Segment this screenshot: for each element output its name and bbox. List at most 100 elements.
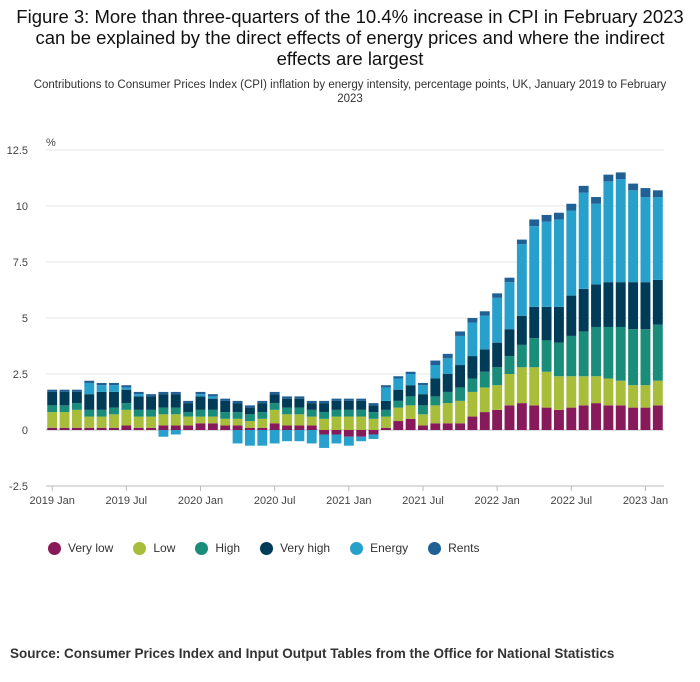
bar-segment-energy — [578, 192, 589, 289]
bar-segment-energy — [96, 385, 107, 392]
bar-segment-very-low — [430, 423, 441, 430]
bar-segment-energy — [380, 387, 391, 401]
bar-segment-low — [306, 416, 317, 426]
bar-segment-very-high — [331, 400, 342, 410]
bar-segment-very-high — [504, 329, 515, 357]
bar-segment-very-low — [269, 423, 280, 430]
bar-segment-rents — [516, 239, 527, 245]
legend-swatch — [350, 541, 364, 555]
bar-segment-very-low — [257, 427, 268, 430]
bar-segment-very-high — [170, 394, 181, 408]
bar-segment-very-high — [183, 403, 194, 413]
x-axis: 2019 Jan 2019 Jul 2020 Jan 2020 Jul 2021 Jan… — [30, 485, 668, 507]
bar-segment-high — [47, 405, 58, 413]
bar-segment-very-low — [578, 405, 589, 430]
bar-segment-very-low — [232, 425, 243, 430]
bar-segment-very-low — [207, 423, 218, 430]
bar-segment-very-high — [652, 279, 663, 325]
bar-segment-low — [418, 414, 428, 426]
bar-segment-very-low — [282, 425, 292, 430]
bar-segment-high — [244, 414, 255, 422]
bar-segment-very-high — [319, 403, 330, 413]
bar-segment-very-low — [628, 407, 639, 430]
bar-segment-very-high — [529, 306, 540, 339]
bar-segment-very-high — [541, 306, 552, 341]
bar-segment-high — [257, 412, 268, 419]
bar-segment-energy — [529, 226, 540, 307]
bar-segment-high — [529, 338, 540, 368]
legend-item: Energy — [350, 541, 408, 555]
bar-segment-energy — [591, 203, 601, 285]
bar-segment-very-high — [380, 400, 391, 410]
bar-segment-very-high — [640, 282, 651, 330]
bar-segment-very-high — [121, 389, 132, 404]
bar-segment-very-low — [504, 405, 515, 430]
x-tick-label: 2021 Jan — [326, 495, 371, 507]
bar-segment-very-low — [109, 427, 119, 430]
bar-segment-very-low — [47, 427, 58, 430]
bar-segment-very-high — [109, 391, 119, 408]
bar-segment-very-high — [294, 398, 305, 408]
bar-segment-very-low — [591, 403, 601, 430]
bar-segment-high — [492, 367, 503, 386]
bar-segment-very-low — [356, 430, 367, 437]
bar-segment-rents — [269, 391, 280, 395]
bar-segment-rents — [529, 219, 540, 227]
bar-segment-low — [282, 414, 292, 426]
bar-segment-low — [380, 416, 391, 428]
bar-segment-energy — [393, 378, 404, 390]
bar-segment-low — [170, 414, 181, 426]
bar-segment-high — [84, 409, 95, 417]
bar-segment-very-low — [541, 407, 552, 430]
bar-segment-high — [319, 412, 330, 419]
legend-label: Very high — [280, 541, 331, 555]
bar-segment-very-high — [269, 394, 280, 404]
bar-segment-very-low — [603, 405, 614, 430]
bar-segment-energy — [343, 436, 354, 446]
bar-segment-very-high — [133, 396, 144, 410]
bar-segment-rents — [170, 391, 181, 395]
bar-segment-very-high — [553, 306, 564, 343]
bar-segment-low — [529, 367, 540, 406]
bar-segment-high — [207, 409, 218, 417]
bar-segment-rents — [47, 389, 58, 392]
bar-segment-energy — [652, 197, 663, 280]
legend-label: Energy — [370, 541, 409, 555]
bar-segment-low — [343, 416, 354, 430]
bar-segment-very-high — [84, 394, 95, 410]
bar-segment-very-low — [380, 427, 391, 430]
bar-segment-rents — [553, 212, 564, 220]
bar-segment-very-low — [294, 425, 305, 430]
bar-segment-rents — [306, 400, 317, 404]
bar-segment-very-high — [146, 396, 157, 410]
bar-segment-rents — [467, 318, 478, 323]
bar-segment-low — [109, 414, 119, 428]
bar-segment-low — [257, 418, 268, 428]
bar-segment-very-low — [158, 425, 169, 430]
bar-segment-low — [603, 378, 614, 406]
y-axis: -2.5 0 2.5 5 7.5 10 12.5 — [7, 145, 28, 493]
bar-segment-high — [418, 405, 428, 415]
bar-segment-high — [591, 326, 601, 377]
y-tick-label: -2.5 — [9, 481, 28, 493]
bar-segment-very-high — [591, 284, 601, 327]
bar-segment-rents — [294, 396, 305, 399]
bar-segment-high — [343, 409, 354, 417]
bar-segment-low — [628, 385, 639, 408]
bar-segment-high — [640, 329, 651, 386]
bar-segment-rents — [158, 391, 169, 395]
bar-segment-low — [504, 374, 515, 406]
bar-segment-very-low — [529, 405, 540, 430]
bar-segment-very-low — [615, 405, 626, 430]
bar-segment-high — [578, 331, 589, 377]
bar-segment-high — [331, 409, 342, 417]
legend: Very low Low High Very high Energy Rents — [48, 541, 500, 555]
bar-segment-rents — [504, 277, 515, 283]
bar-segment-very-low — [640, 407, 651, 430]
bar-segment-energy — [566, 210, 577, 296]
bar-segment-very-high — [418, 394, 428, 406]
bar-segment-energy — [294, 430, 305, 442]
bar-segment-energy — [553, 219, 564, 307]
bar-segment-very-high — [220, 400, 231, 413]
bar-segment-rents — [356, 398, 367, 401]
